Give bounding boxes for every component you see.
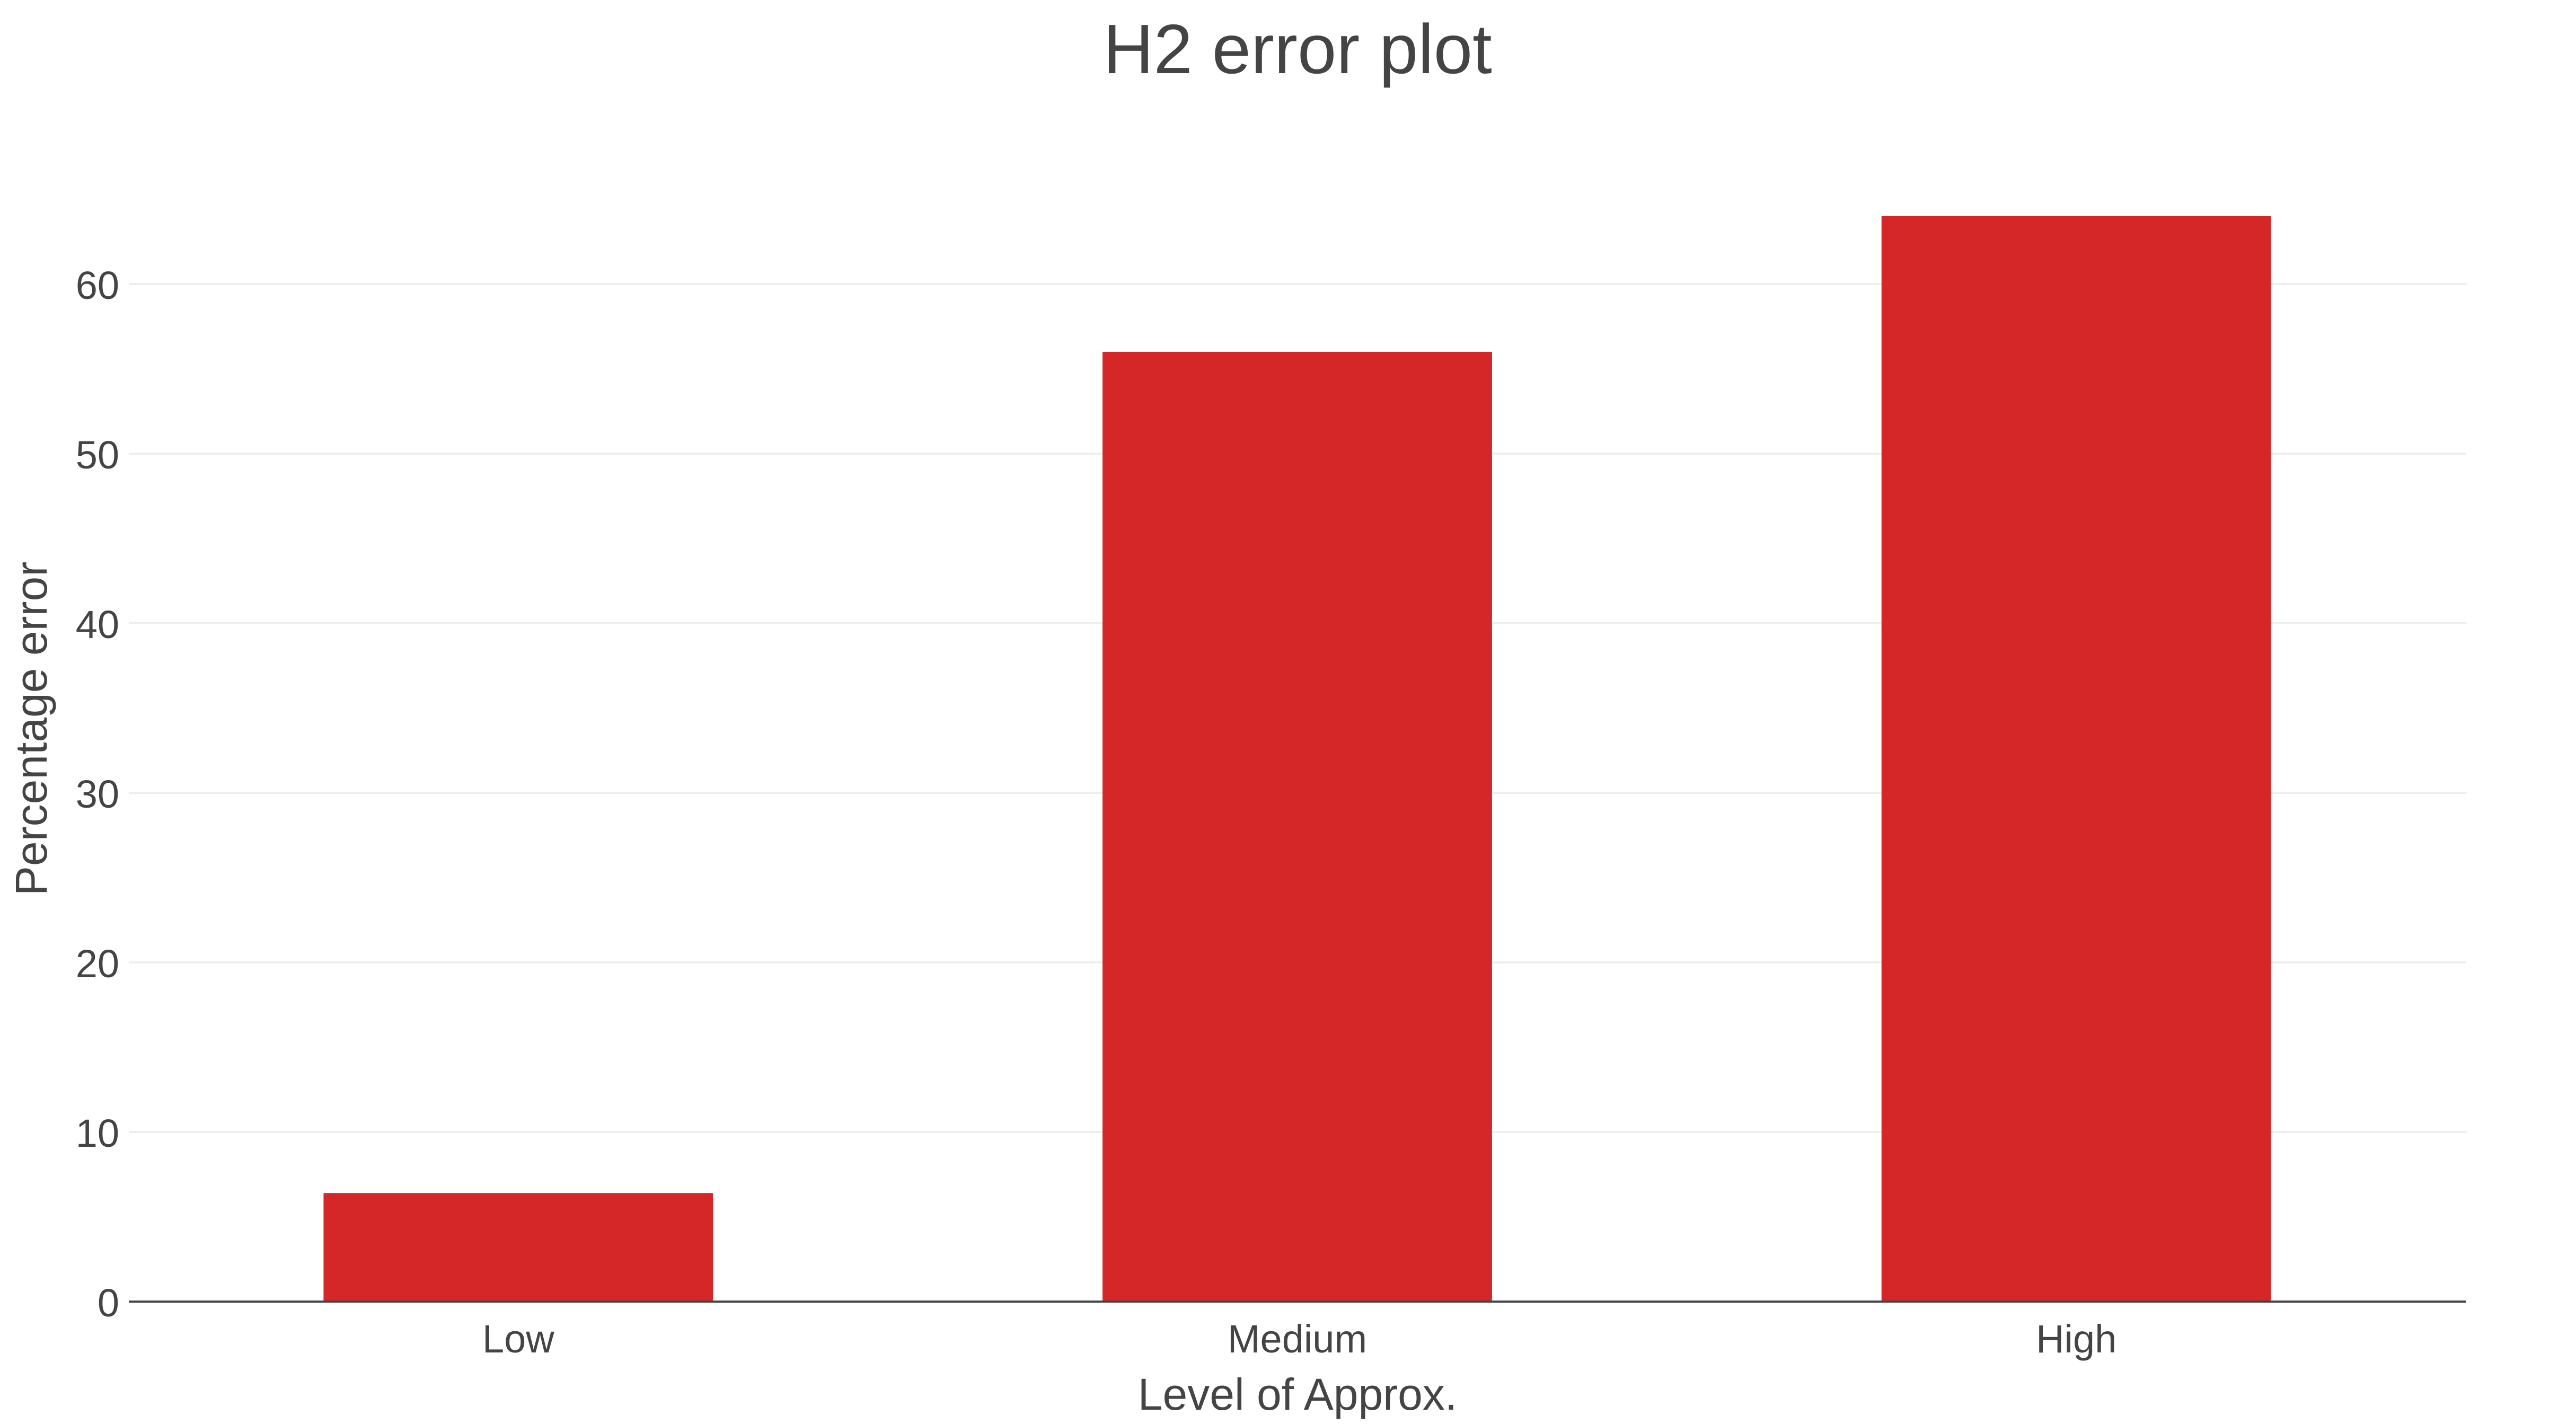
y-tick-label: 10 (76, 1111, 119, 1155)
y-tick-label: 20 (76, 942, 119, 986)
y-tick-label: 0 (98, 1281, 119, 1325)
bar-low[interactable] (323, 1193, 713, 1302)
y-tick-label: 40 (76, 603, 119, 647)
y-tick-label: 60 (76, 263, 119, 307)
y-axis-title: Percentage error (6, 562, 56, 896)
x-axis-title: Level of Approx. (1138, 1369, 1457, 1419)
x-tick-label-high: High (2036, 1317, 2116, 1361)
chart-title: H2 error plot (1103, 10, 1492, 88)
bar-high[interactable] (1881, 216, 2271, 1302)
y-tick-labels: 0 10 20 30 40 50 60 (76, 263, 119, 1325)
y-tick-label: 30 (76, 772, 119, 816)
x-tick-label-low: Low (482, 1317, 554, 1361)
bars (323, 216, 2271, 1302)
x-tick-labels: Low Medium High (482, 1317, 2116, 1361)
y-tick-label: 50 (76, 433, 119, 477)
x-tick-label-medium: Medium (1228, 1317, 1367, 1361)
bar-medium[interactable] (1102, 352, 1492, 1302)
